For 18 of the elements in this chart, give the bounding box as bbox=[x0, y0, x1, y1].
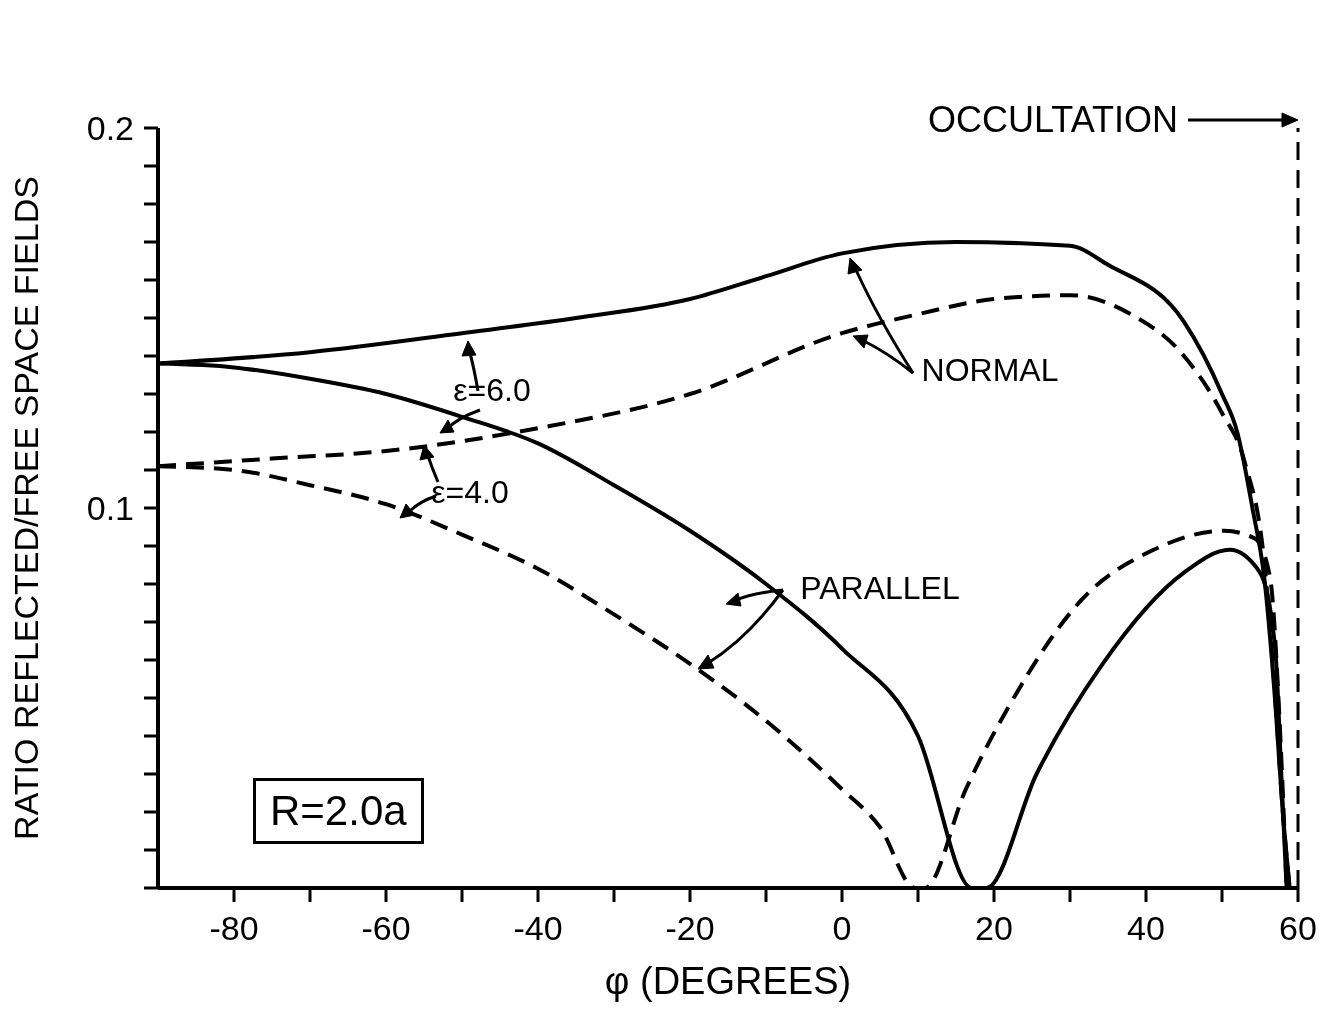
x-tick-label: -40 bbox=[513, 909, 563, 947]
y-axis-title: RATIO REFLECTED/FREE SPACE FIELDS bbox=[7, 176, 46, 840]
x-tick-label: -80 bbox=[209, 909, 259, 947]
annotation: R=2.0a bbox=[253, 778, 424, 844]
x-tick-label: -20 bbox=[665, 909, 715, 947]
annotation: PARALLEL bbox=[800, 569, 960, 607]
x-tick-label: 0 bbox=[832, 909, 852, 947]
x-tick-label: 20 bbox=[975, 909, 1013, 947]
annotation: ε=4.0 bbox=[431, 473, 509, 511]
annotation: NORMAL bbox=[921, 351, 1059, 389]
y-tick-label: 0.1 bbox=[86, 489, 134, 527]
x-tick-label: 40 bbox=[1127, 909, 1165, 947]
x-axis-title: φ (DEGREES) bbox=[604, 960, 852, 1002]
ref-line-label: OCCULTATION bbox=[928, 99, 1178, 140]
x-tick-label: 60 bbox=[1279, 909, 1317, 947]
y-tick-label: 0.2 bbox=[86, 109, 134, 147]
annotation: ε=6.0 bbox=[453, 371, 531, 409]
x-tick-label: -60 bbox=[361, 909, 411, 947]
